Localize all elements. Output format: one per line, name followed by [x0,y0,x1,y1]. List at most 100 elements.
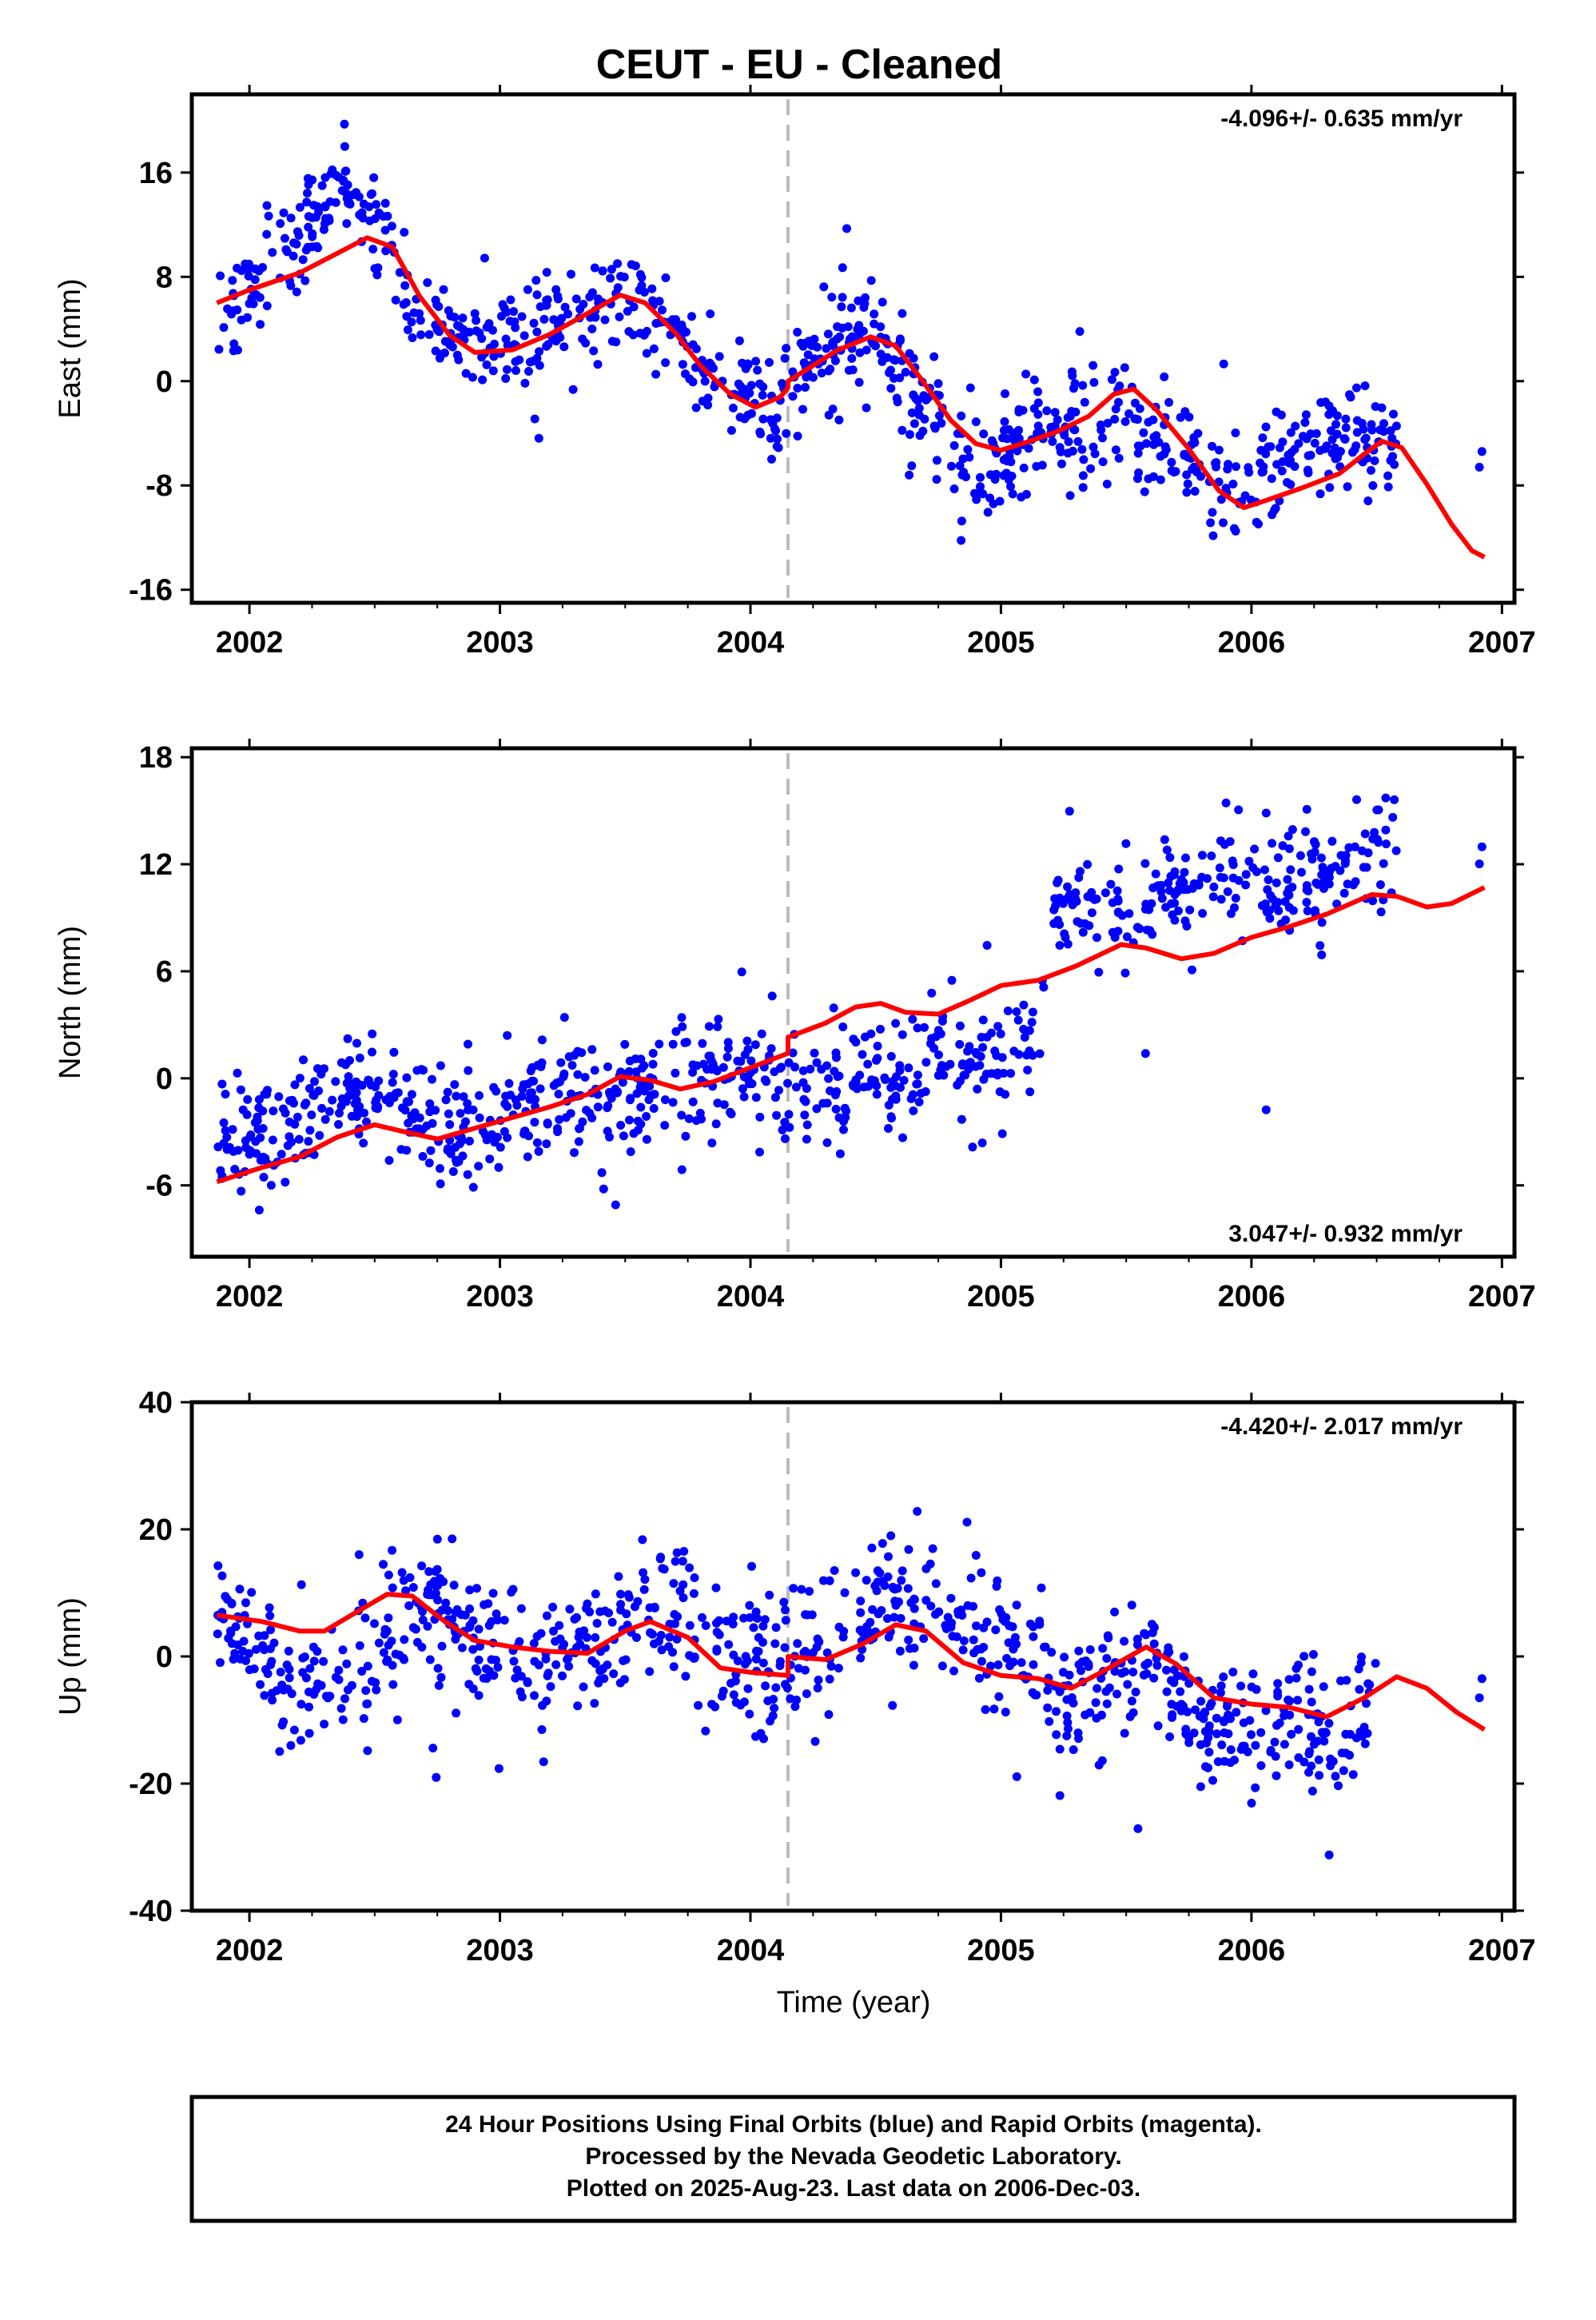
up-data-point [370,1619,379,1628]
north-data-point [961,1070,970,1080]
north-data-point [904,1063,913,1073]
up-data-point [834,1664,843,1673]
north-data-point [1013,1015,1023,1025]
up-data-point [1128,1708,1138,1717]
up-data-point [609,1669,619,1679]
up-data-point [1324,1850,1334,1860]
north-data-point [733,1056,742,1066]
east-data-point [934,411,944,421]
up-data-point [745,1612,754,1622]
north-data-point [461,1117,470,1126]
up-data-point [423,1621,432,1631]
north-data-point [1197,872,1207,882]
east-data-point [539,314,549,324]
east-data-point [1375,425,1385,435]
east-data-point [866,276,876,285]
up-data-point [1081,1656,1091,1665]
up-data-point [334,1675,344,1684]
east-data-point [262,301,272,311]
up-data-point [418,1615,428,1624]
north-data-point [531,1094,540,1104]
east-data-point [746,381,756,390]
up-data-point [1355,1727,1365,1736]
east-data-point [1240,491,1250,500]
north-data-point [1209,882,1219,891]
east-data-point [753,365,762,375]
north-data-point [441,1095,451,1105]
east-data-point [898,425,907,435]
up-data-point [1112,1689,1121,1699]
up-data-point [523,1677,532,1686]
up-data-point [1230,1756,1239,1765]
up-data-point [1239,1718,1248,1728]
east-data-point [506,295,515,305]
east-data-point [1001,389,1009,398]
north-data-point [1301,827,1310,836]
east-data-point [847,332,857,341]
up-data-point [1202,1738,1212,1748]
east-data-point [300,276,310,285]
north-data-point [445,1120,455,1130]
east-data-point [535,361,544,370]
up-data-point [1162,1687,1172,1696]
north-data-point [285,1096,294,1106]
north-data-point [778,1125,787,1134]
up-data-point [565,1604,575,1614]
north-data-point [671,1026,681,1036]
north-data-point [706,1065,716,1074]
up-data-point [670,1609,679,1619]
footer-line-3: Plotted on 2025-Aug-23. Last data on 200… [567,2175,1141,2202]
east-data-point [380,198,390,208]
east-data-point [216,271,225,281]
up-data-point [1331,1772,1340,1781]
up-data-point [1294,1724,1303,1734]
east-data-point [1368,480,1378,490]
north-data-point [1286,865,1296,875]
east-data-point [282,247,292,257]
up-data-point [363,1746,372,1756]
up-data-point [1251,1783,1260,1792]
east-data-point [1345,390,1354,400]
north-data-point [1390,795,1399,804]
north-data-point [1288,883,1297,892]
east-data-point [847,353,857,363]
up-data-point [890,1596,900,1606]
up-data-point [574,1632,583,1642]
north-data-point [259,1173,269,1182]
up-data-point [452,1708,461,1718]
up-data-point [770,1704,779,1713]
up-data-point [1058,1668,1068,1677]
north-data-point [678,1022,687,1031]
up-data-point [931,1579,941,1589]
east-data-point [1008,489,1017,499]
up-data-point [599,1664,607,1673]
north-data-point [767,991,777,1001]
north-data-point [772,1110,782,1120]
east-y-tick-label: 16 [139,157,173,190]
up-data-point [266,1625,276,1635]
north-data-point [635,1082,645,1092]
up-data-point [948,1632,957,1641]
up-data-point [840,1588,850,1597]
north-x-tick-label: 2006 [1218,1280,1286,1313]
up-data-point [657,1645,667,1655]
north-data-point [999,1069,1009,1078]
up-x-tick-label: 2007 [1468,1934,1536,1967]
east-data-point [823,329,833,339]
north-data-point [290,1080,300,1090]
up-data-point [397,1568,407,1577]
north-data-point [464,1066,473,1075]
east-data-point [965,383,975,393]
north-data-point [443,1087,452,1097]
east-data-point [780,353,790,363]
east-data-point [400,281,410,290]
east-data-point [424,330,434,339]
east-data-point [658,305,667,315]
north-data-point [464,1039,472,1049]
north-data-point [987,1069,997,1078]
up-data-point [1341,1729,1351,1739]
north-data-point [726,1109,736,1118]
east-data-point [488,366,498,376]
north-data-point [977,1138,987,1148]
